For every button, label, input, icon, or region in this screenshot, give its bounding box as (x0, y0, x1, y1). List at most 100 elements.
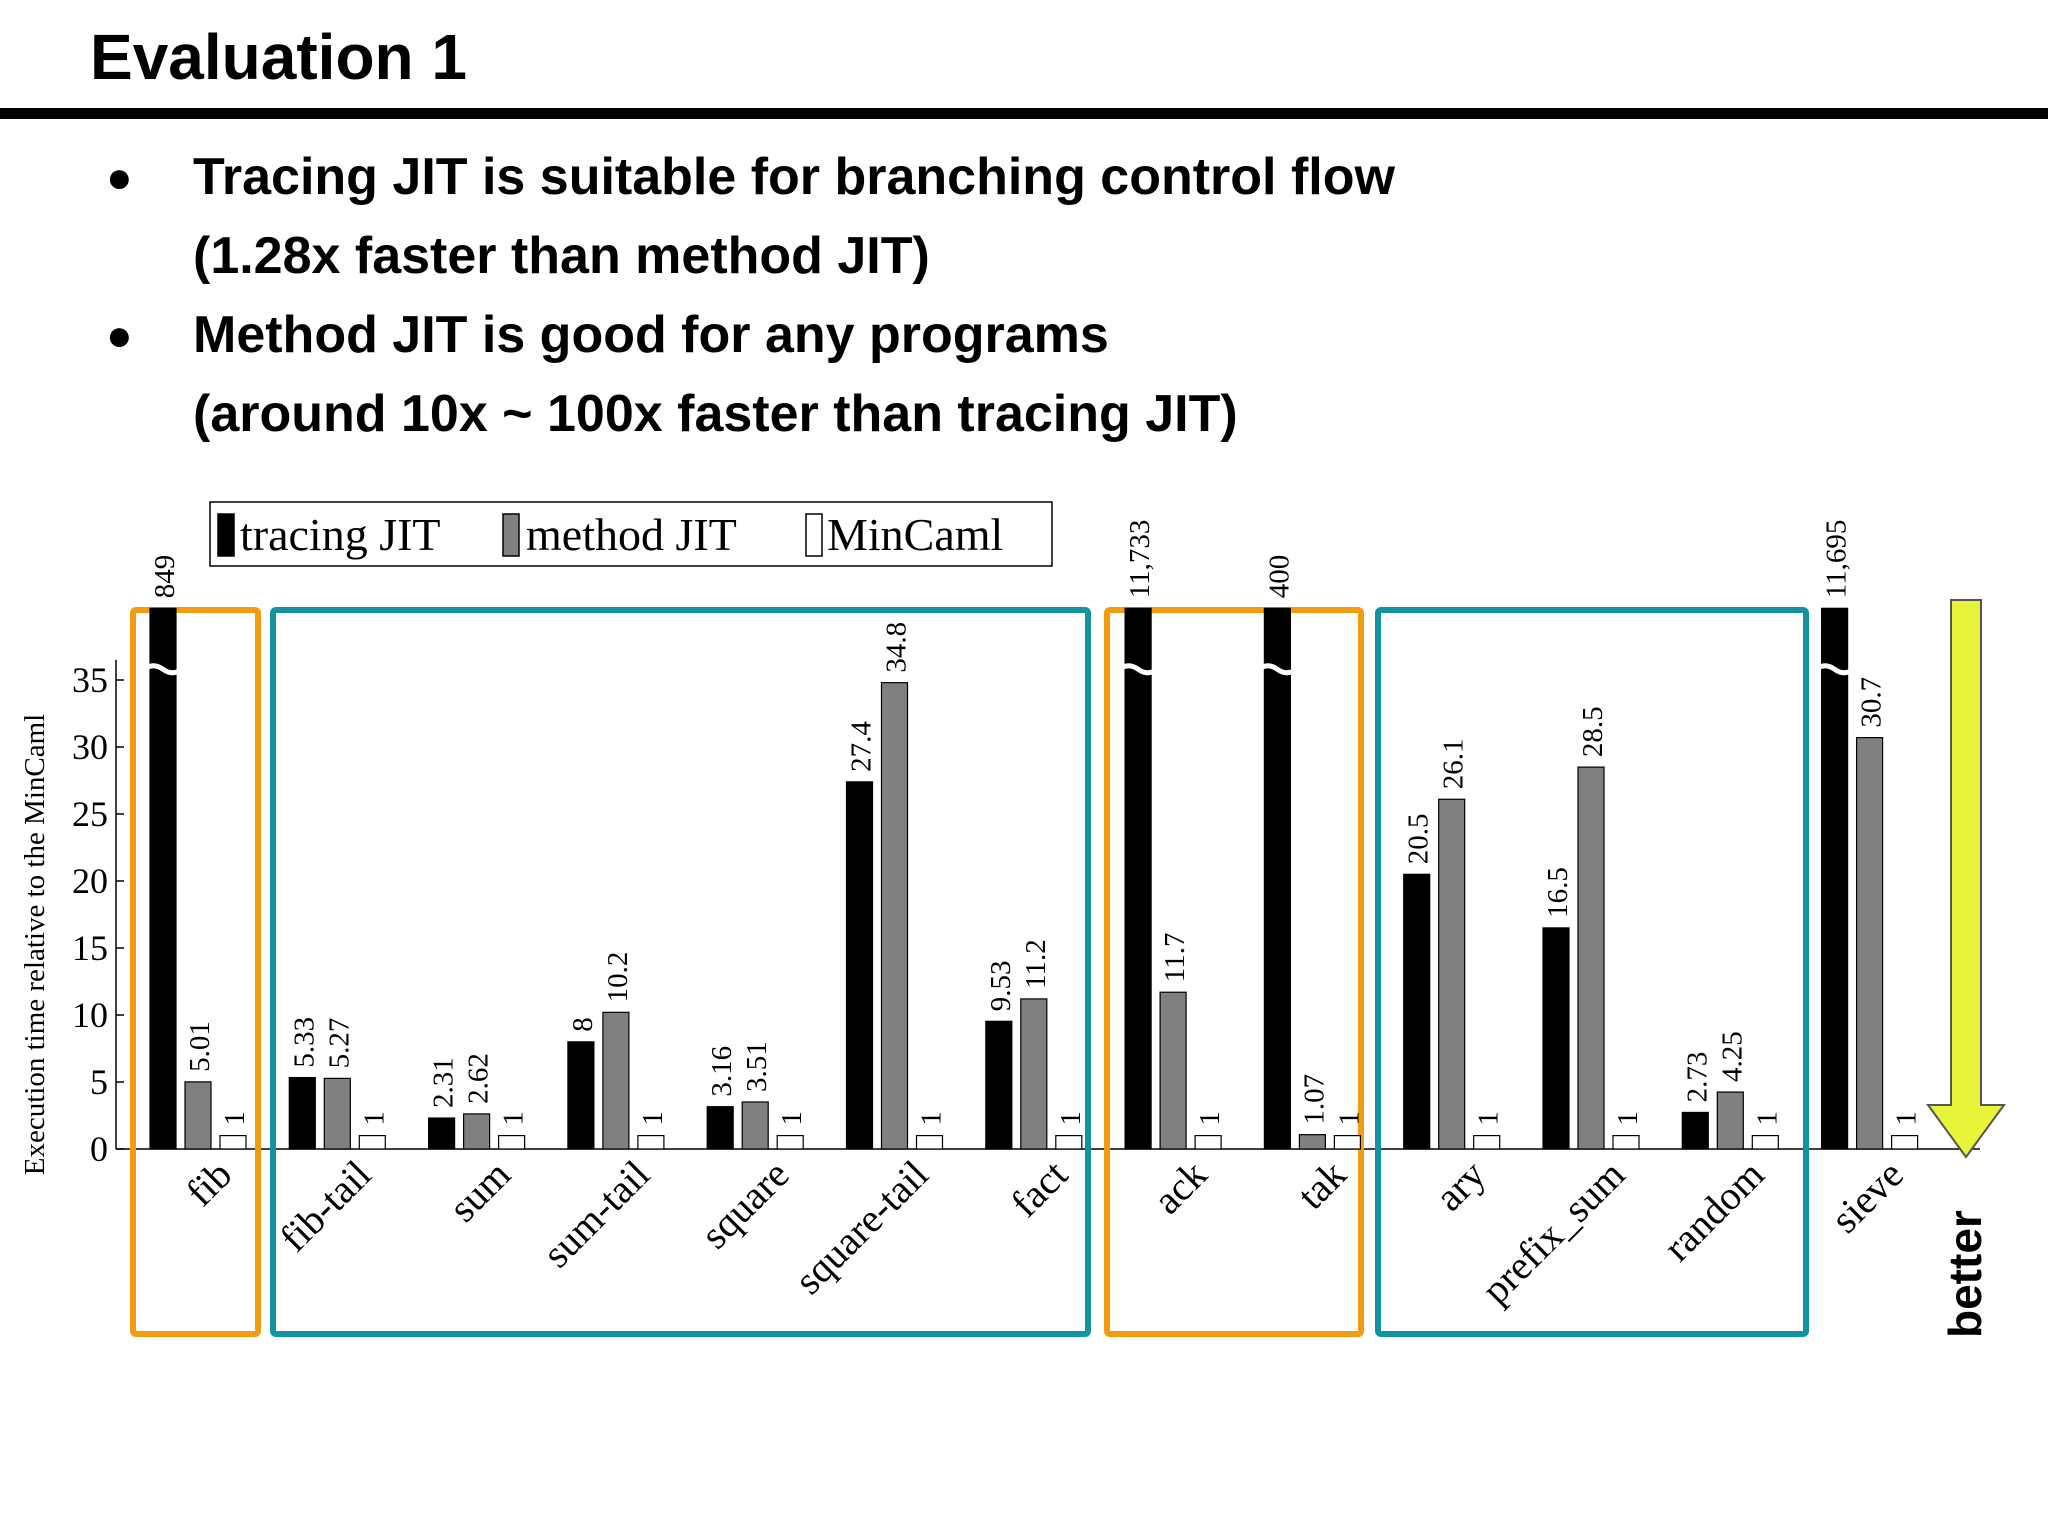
bar (1681, 1111, 1709, 1150)
data-label: 4.25 (1716, 1031, 1748, 1082)
legend-label: tracing JIT (240, 509, 441, 560)
bar (1751, 1134, 1779, 1150)
bar (985, 1020, 1013, 1150)
bullet-dot-icon: ● (106, 311, 133, 360)
data-label: 1 (1194, 1111, 1226, 1126)
data-label: 20.5 (1403, 814, 1435, 865)
y-tick-label: 5 (90, 1062, 108, 1102)
data-label: 34.8 (881, 622, 913, 673)
bar (1473, 1134, 1501, 1150)
x-tick-label: random (1654, 1152, 1772, 1270)
x-tick-label: ary (1426, 1152, 1494, 1220)
data-label: 11,695 (1821, 520, 1853, 599)
data-label: 1.07 (1298, 1074, 1330, 1125)
data-label: 1 (1055, 1111, 1087, 1126)
bar (1194, 1134, 1222, 1150)
bar (706, 1106, 734, 1150)
data-label: 1 (498, 1111, 530, 1126)
y-tick-label: 0 (90, 1129, 108, 1169)
x-tick-label: sum (440, 1152, 519, 1231)
data-label: 9.53 (985, 961, 1017, 1012)
bar (741, 1101, 769, 1150)
legend-label: MinCaml (827, 509, 1003, 560)
bar-chart: 0 5 10 15 20 25 30 35 Execution time relative to… (19, 501, 2006, 1338)
axis-break-mark (1814, 663, 1856, 676)
bar (1577, 766, 1605, 1150)
data-label: 28.5 (1577, 706, 1609, 757)
axis-break-mark (1117, 663, 1159, 676)
bar (1055, 1134, 1083, 1150)
y-tick-label: 20 (72, 861, 108, 901)
data-label: 30.7 (1856, 677, 1888, 728)
legend-label: method JIT (526, 509, 737, 560)
bullet-line: (around 10x ~ 100x faster than tracing J… (193, 385, 1238, 443)
bar (1855, 737, 1884, 1150)
y-tick-label: 25 (72, 794, 108, 834)
bar (880, 682, 909, 1150)
bar (219, 1134, 247, 1150)
bar (1124, 607, 1152, 1150)
x-tick-label: fib (177, 1152, 240, 1215)
x-tick-label: sum-tail (534, 1152, 659, 1277)
bar (323, 1077, 351, 1150)
bullet-list: ● Tracing JIT is suitable for branching … (100, 138, 1395, 454)
bar (1612, 1134, 1640, 1150)
data-label: 1 (1473, 1111, 1505, 1126)
legend-swatch (217, 513, 235, 557)
data-label: 5.01 (184, 1021, 216, 1072)
legend: tracing JIT method JIT MinCaml (209, 501, 1053, 567)
data-label: 11,733 (1124, 520, 1156, 599)
data-label: 8 (567, 1017, 599, 1032)
axis-break-mark (1256, 663, 1298, 676)
y-tick-label: 30 (72, 727, 108, 767)
bar (1403, 873, 1431, 1150)
highlight-group-box (1104, 607, 1364, 1337)
data-label: 27.4 (846, 721, 878, 772)
bar (1542, 927, 1570, 1150)
y-tick-label: 15 (72, 928, 108, 968)
bar (463, 1113, 491, 1150)
y-axis-label: Execution time relative to the MinCaml (19, 714, 51, 1175)
data-label: 11.2 (1020, 939, 1052, 989)
data-label: 3.16 (706, 1046, 738, 1097)
x-tick-label: prefix_sum (1473, 1152, 1634, 1313)
bar (915, 1134, 944, 1150)
bar (1716, 1091, 1744, 1150)
data-label: 3.51 (741, 1041, 773, 1092)
data-label: 5.27 (323, 1018, 355, 1069)
bar (845, 781, 874, 1150)
y-tick-label: 10 (72, 995, 108, 1035)
data-label: 1 (219, 1111, 251, 1126)
bar (776, 1134, 804, 1150)
better-label: better (1939, 1210, 1991, 1338)
x-tick-label: fib-tail (271, 1152, 380, 1261)
bullet-item: ● Tracing JIT is suitable for branching … (100, 138, 1395, 296)
data-label: 1 (1751, 1111, 1783, 1126)
bar (1263, 607, 1292, 1150)
bar (149, 607, 177, 1150)
bullet-line: Tracing JIT is suitable for branching co… (193, 148, 1395, 206)
highlight-group-box (1375, 607, 1809, 1337)
x-tick-label: square-tail (786, 1152, 937, 1303)
data-label: 26.1 (1438, 739, 1470, 790)
data-label: 849 (149, 555, 181, 599)
data-label: 2.62 (463, 1053, 495, 1104)
data-label: 10.2 (602, 952, 634, 1003)
data-label: 11.7 (1159, 933, 1191, 983)
data-label: 16.5 (1542, 867, 1574, 918)
slide-title: Evaluation 1 (90, 21, 467, 93)
axis-break-mark (142, 663, 184, 676)
bar (1438, 798, 1466, 1150)
bar (1820, 607, 1849, 1150)
bullet-dot-icon: ● (106, 153, 133, 202)
bar (184, 1081, 212, 1150)
data-label: 1 (1333, 1111, 1365, 1126)
bar (358, 1134, 386, 1150)
y-tick-label: 35 (72, 660, 108, 700)
bar (288, 1076, 316, 1150)
bar (1159, 991, 1187, 1150)
x-tick-label: square (692, 1152, 798, 1258)
highlight-group-box (130, 607, 261, 1337)
data-label: 400 (1263, 555, 1295, 599)
bar (1298, 1134, 1327, 1150)
